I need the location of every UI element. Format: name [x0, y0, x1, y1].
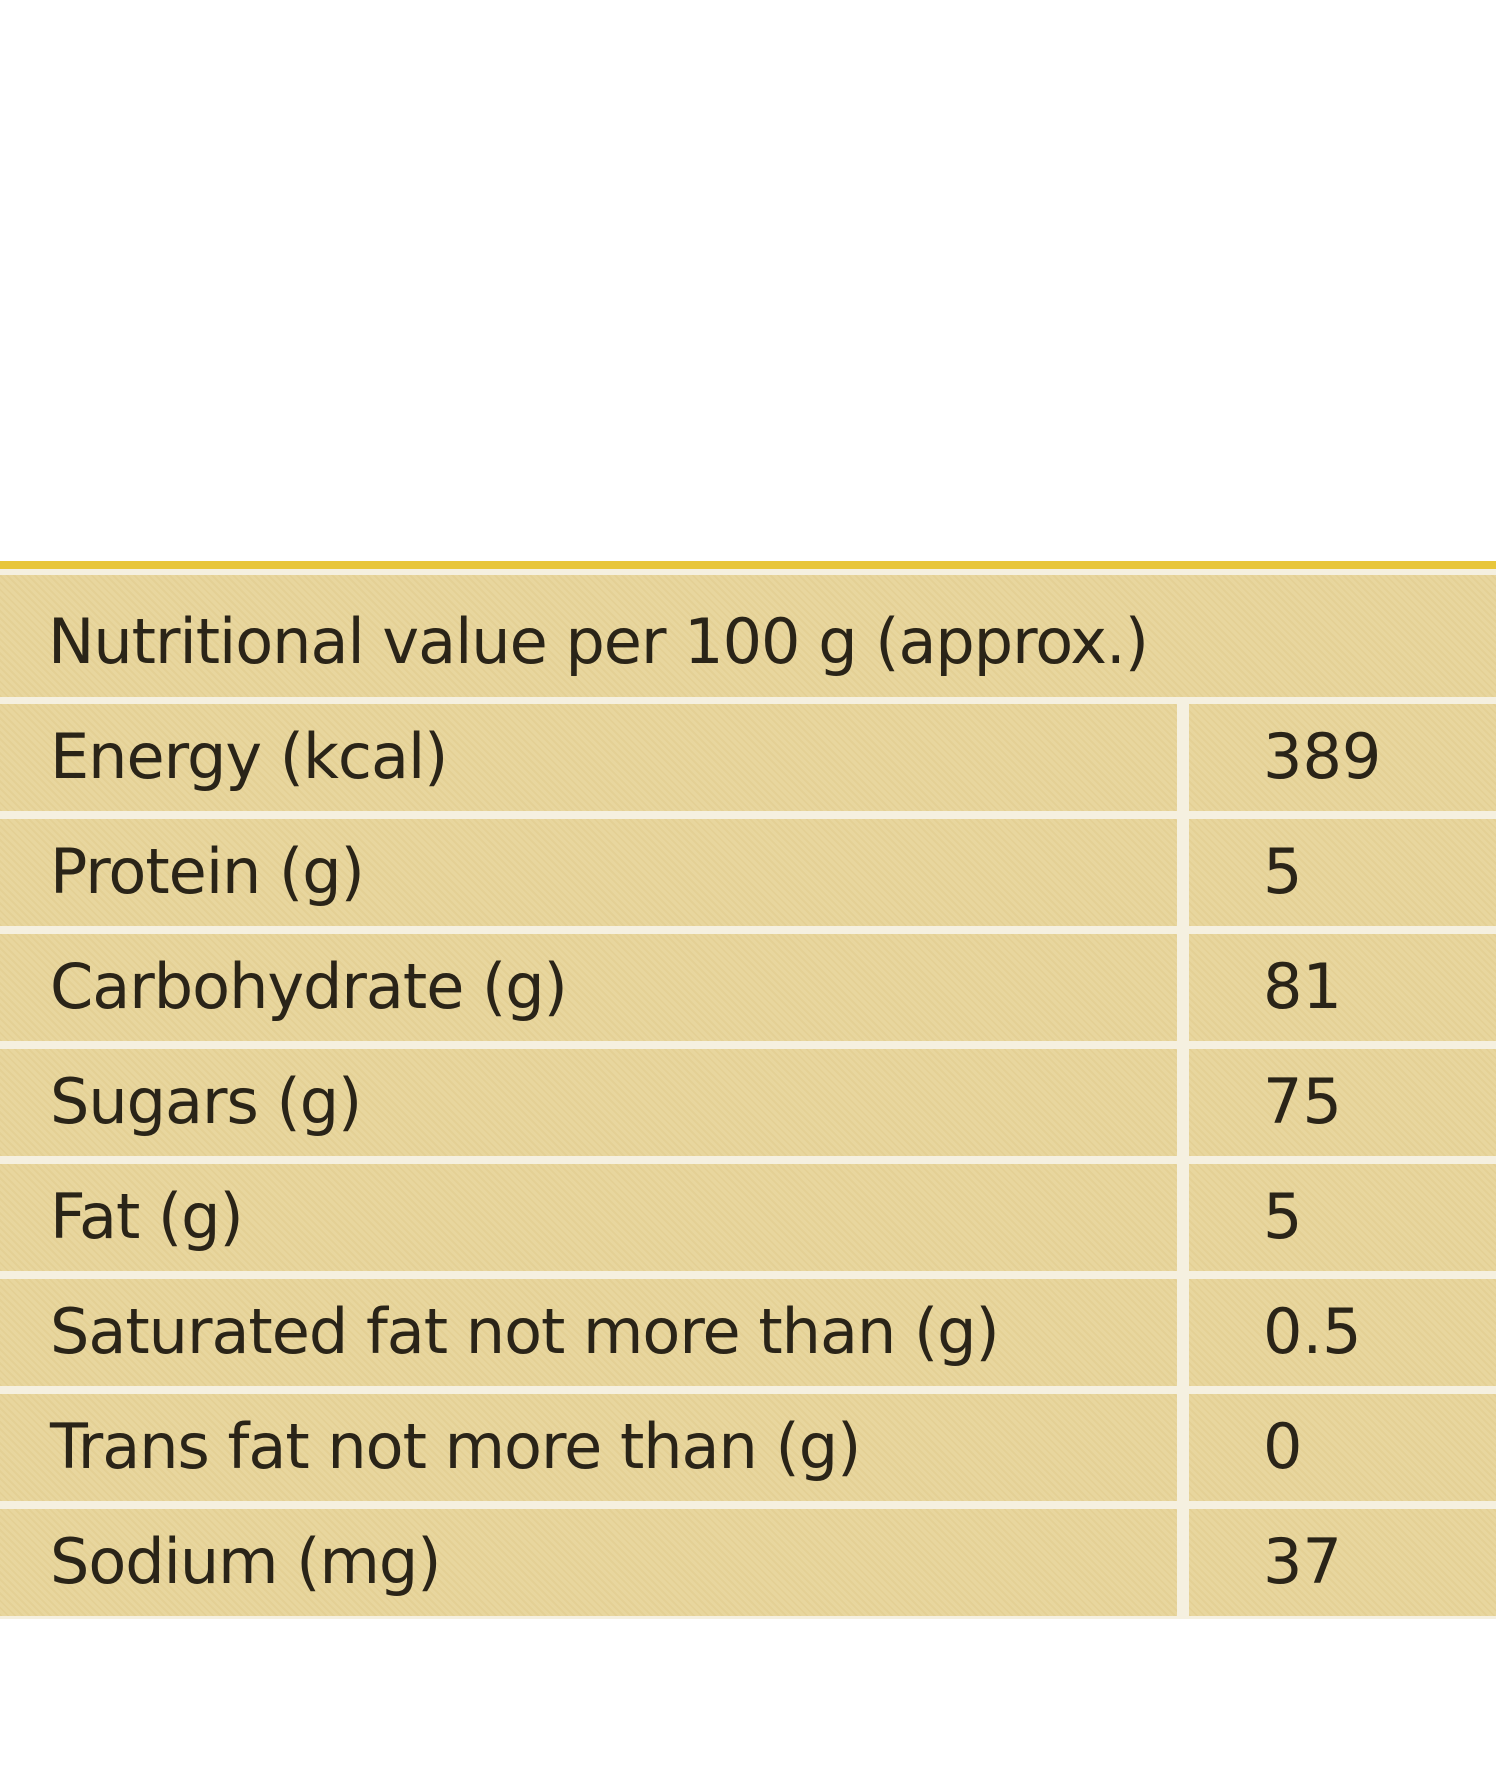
- nutrient-name: Protein (g): [50, 835, 365, 908]
- nutrient-name-cell: Energy (kcal): [0, 704, 1177, 811]
- nutrient-value-cell: 81: [1189, 934, 1496, 1041]
- nutrient-name-cell: Fat (g): [0, 1164, 1177, 1271]
- nutrient-value: 81: [1263, 950, 1342, 1023]
- nutrient-value: 37: [1263, 1525, 1342, 1598]
- nutrient-name: Sugars (g): [50, 1065, 362, 1138]
- nutrition-table-title: Nutritional value per 100 g (approx.): [48, 605, 1149, 678]
- nutrient-value-cell: 75: [1189, 1049, 1496, 1156]
- nutrient-value-cell: 5: [1189, 819, 1496, 926]
- nutrient-name-cell: Sugars (g): [0, 1049, 1177, 1156]
- nutrient-value: 389: [1263, 720, 1382, 793]
- table-row: Carbohydrate (g) 81: [0, 934, 1496, 1041]
- nutrition-table-header: Nutritional value per 100 g (approx.): [0, 575, 1496, 697]
- nutrient-value: 5: [1263, 1180, 1303, 1253]
- nutrient-value: 75: [1263, 1065, 1342, 1138]
- nutrient-name-cell: Protein (g): [0, 819, 1177, 926]
- nutrient-name-cell: Trans fat not more than (g): [0, 1394, 1177, 1501]
- nutrient-value: 0: [1263, 1410, 1303, 1483]
- table-row: Energy (kcal) 389: [0, 704, 1496, 811]
- nutrient-name: Energy (kcal): [50, 720, 448, 793]
- table-row: Fat (g) 5: [0, 1164, 1496, 1271]
- nutrient-value-cell: 0.5: [1189, 1279, 1496, 1386]
- nutrient-name: Fat (g): [50, 1180, 244, 1253]
- table-row: Trans fat not more than (g) 0: [0, 1394, 1496, 1501]
- nutrient-value-cell: 389: [1189, 704, 1496, 811]
- table-row: Protein (g) 5: [0, 819, 1496, 926]
- table-row: Sodium (mg) 37: [0, 1509, 1496, 1616]
- nutrient-name-cell: Sodium (mg): [0, 1509, 1177, 1616]
- nutrient-value: 0.5: [1263, 1295, 1362, 1368]
- nutrient-value: 5: [1263, 835, 1303, 908]
- nutrient-name: Carbohydrate (g): [50, 950, 568, 1023]
- table-row: Saturated fat not more than (g) 0.5: [0, 1279, 1496, 1386]
- nutrient-name: Saturated fat not more than (g): [50, 1295, 1000, 1368]
- nutrient-value-cell: 0: [1189, 1394, 1496, 1501]
- nutrient-name-cell: Saturated fat not more than (g): [0, 1279, 1177, 1386]
- nutrient-value-cell: 37: [1189, 1509, 1496, 1616]
- nutrient-value-cell: 5: [1189, 1164, 1496, 1271]
- nutrient-name-cell: Carbohydrate (g): [0, 934, 1177, 1041]
- nutrition-label-panel: Nutritional value per 100 g (approx.) En…: [0, 561, 1496, 1619]
- table-row: Sugars (g) 75: [0, 1049, 1496, 1156]
- nutrient-name: Sodium (mg): [50, 1525, 441, 1598]
- nutrient-name: Trans fat not more than (g): [50, 1410, 861, 1483]
